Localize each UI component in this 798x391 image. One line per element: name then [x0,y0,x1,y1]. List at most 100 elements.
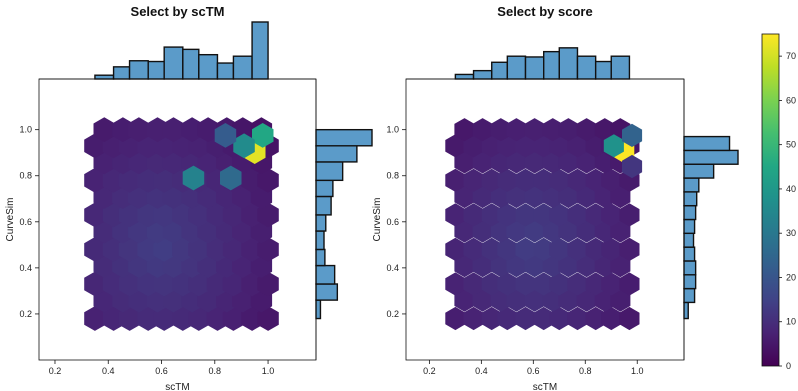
hexbin [610,254,631,278]
y-tick-label: 0.6 [386,217,399,227]
hexbin [445,134,466,158]
right-hist-bar [315,248,326,267]
hexbin [533,306,554,331]
right-hist-bar [315,230,325,251]
hexbin [585,272,606,296]
hexbin [454,184,475,209]
hexbin [515,134,536,158]
hexbin [481,306,502,331]
hexbin [585,134,606,158]
hexbin [472,184,493,209]
hexbin [515,203,536,227]
x-tick-label: 0.8 [579,366,592,376]
hexbin [576,184,597,209]
hexbin [454,118,475,142]
hexbin-highlight [622,154,643,179]
x-tick-label: 0.4 [475,366,488,376]
hexbin [549,272,570,296]
hexbin-layer-1 [84,117,279,331]
hexbin [454,150,475,174]
hexbin [188,202,210,228]
hexbin [153,271,175,297]
x-axis-label: scTM [533,382,557,391]
hexbin [445,272,466,296]
right-hist-bar [683,246,696,262]
y-axis-label: CurveSim [5,198,16,242]
hexbin-highlight [603,134,624,158]
colorbar-tick-label: 50 [786,140,796,150]
right-hist-bar [683,260,697,276]
hexbin [118,271,141,297]
hexbin [197,117,219,143]
top-hist-bar [491,61,509,80]
hexbin [515,168,536,192]
hexbin [153,202,175,228]
right-hist-bar [315,299,322,320]
hexbin [497,306,518,331]
chart-title: Select by scTM [131,4,225,19]
hexbin [515,272,536,296]
hexbin [601,168,622,192]
right-hist-bar [315,214,327,232]
right-hist-bar [315,145,358,163]
top-hist-bar [198,53,219,80]
hexbin [445,168,466,192]
x-tick-label: 0.2 [423,366,436,376]
hexbin [118,306,141,331]
hexbin [128,117,150,143]
hexbin [472,219,493,243]
hexbin [585,168,606,192]
hexbin [497,168,518,192]
top-hist-bar [576,55,597,80]
hexbin [490,118,511,142]
hexbin [610,219,631,243]
hexbin [153,237,175,262]
hexbin [506,254,527,278]
hexbin [257,237,279,262]
hexbin [619,306,640,331]
hexbin [463,168,484,192]
hexbin [222,271,245,297]
hexbin [533,203,554,227]
hexbin [481,203,502,227]
top-hist-bar [610,55,631,80]
colorbar-tick-label: 10 [786,317,796,327]
hexbin [472,118,493,142]
x-tick-label: 1.0 [631,366,644,376]
hexbin [576,219,597,243]
x-tick-label: 0.6 [155,366,168,376]
top-hist-bar [147,60,165,80]
hexbin [549,203,570,227]
hexbin [619,272,640,296]
hexbin [524,254,545,278]
hexbin-highlight [182,165,205,191]
top-hist-bar [216,62,235,80]
right-hist-bar [683,177,700,193]
right-hist-bar [683,163,715,179]
hexbin [188,237,210,262]
hexbin [515,237,536,261]
hexbin [84,202,106,228]
hexbin [454,219,475,243]
right-hist-bar [315,195,332,216]
hexbin [445,203,466,227]
hexbin [567,306,588,331]
hexbin [619,237,640,261]
right-hist-bar [683,135,731,152]
hexbin [506,219,527,243]
hexbin [524,184,545,209]
top-hist-bar [543,50,560,80]
hexbin [463,203,484,227]
x-tick-label: 0.8 [209,366,222,376]
y-tick-label: 1.0 [386,125,399,135]
hexbin [576,288,597,312]
hexbin [558,219,579,243]
top-hist-bar [251,21,269,80]
hexbin [524,288,545,312]
right-hist-bar [683,218,696,235]
hexbin [153,167,175,193]
hexbin [567,134,588,158]
hexbin [610,184,631,209]
hexbin [576,150,597,174]
